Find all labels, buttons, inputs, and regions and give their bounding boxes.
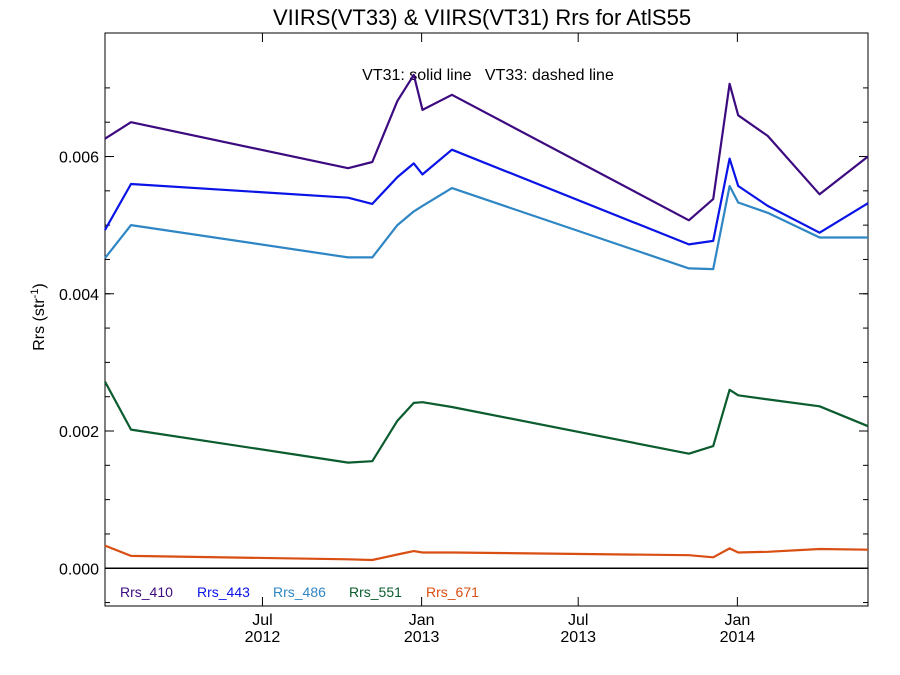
- axis-ticks: 0.0000.0020.0040.006Jul2012Jan2013Jul201…: [59, 33, 868, 646]
- x-tick-label-month: Jul: [252, 612, 272, 629]
- line-style-annotation: VT31: solid line VT33: dashed line: [362, 67, 614, 84]
- series-line-rrs-410: [104, 73, 869, 222]
- series-line-rrs-486: [104, 184, 868, 271]
- legend-entry-rrs-410: Rrs_410: [120, 584, 173, 600]
- series-lines: [104, 73, 869, 562]
- legend-entry-rrs-443: Rrs_443: [197, 584, 250, 600]
- series-line-rrs-443: [104, 148, 869, 246]
- y-tick-label: 0.004: [59, 287, 99, 304]
- y-tick-label: 0.002: [59, 424, 99, 441]
- x-tick-label-year: 2013: [404, 629, 440, 646]
- x-tick-label-month: Jan: [724, 612, 750, 629]
- legend-entry-rrs-551: Rrs_551: [349, 584, 402, 600]
- legend: Rrs_410 Rrs_443 Rrs_486 Rrs_551 Rrs_671: [120, 584, 479, 600]
- legend-entry-rrs-671: Rrs_671: [426, 584, 479, 600]
- series-line-rrs-671: [104, 544, 869, 562]
- x-tick-label-month: Jul: [568, 612, 588, 629]
- x-tick-label-year: 2012: [245, 629, 281, 646]
- y-tick-label: 0.000: [59, 561, 99, 578]
- plot-frame: [104, 32, 869, 607]
- legend-entry-rrs-486: Rrs_486: [273, 584, 326, 600]
- x-tick-label-month: Jan: [409, 612, 435, 629]
- series-line-rrs-551: [104, 381, 869, 464]
- x-tick-label-year: 2013: [560, 629, 596, 646]
- x-tick-label-year: 2014: [720, 629, 756, 646]
- y-axis-label: Rrs (str-1): [29, 283, 48, 351]
- y-axis-label-superscript: -1: [29, 289, 41, 299]
- plot-area-border: [104, 32, 869, 607]
- y-tick-label: 0.006: [59, 150, 99, 167]
- chart-title: VIIRS(VT33) & VIIRS(VT31) Rrs for AtlS55: [273, 5, 691, 30]
